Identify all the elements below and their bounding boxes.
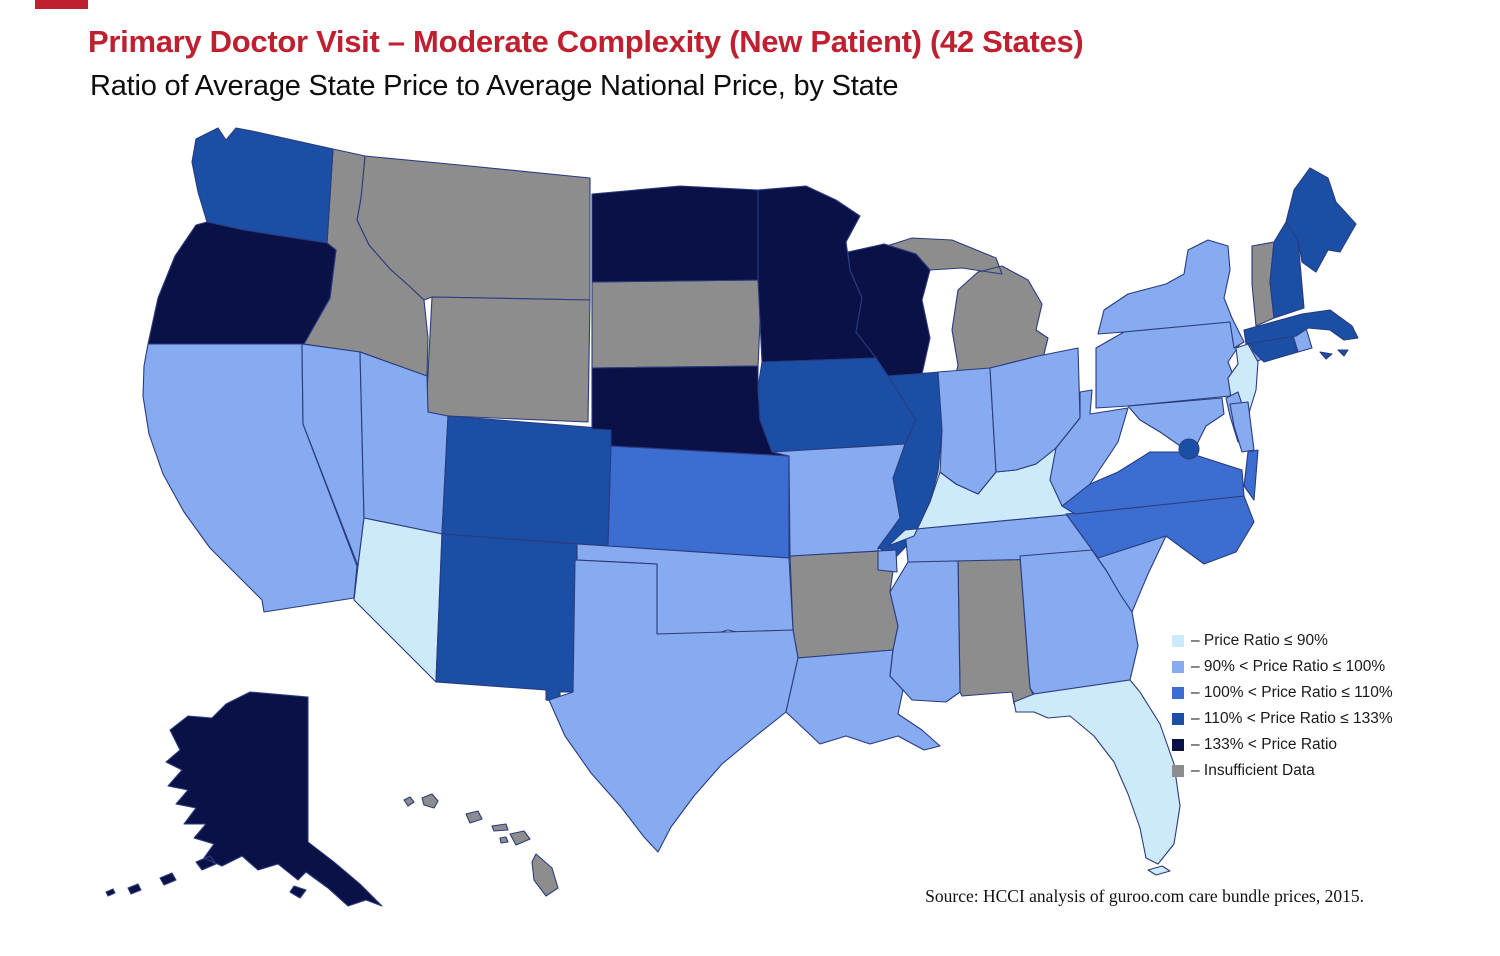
- state-MA: [1243, 309, 1359, 360]
- legend-item-insufficient: – Insufficient Data: [1172, 758, 1393, 784]
- legend-label: – 90% < Price Ratio ≤ 100%: [1191, 658, 1386, 675]
- legend-swatch-icon: [1172, 739, 1184, 751]
- state-NC: [1065, 495, 1255, 565]
- source-note: Source: HCCI analysis of guroo.com care …: [925, 886, 1364, 906]
- state-HI: [403, 793, 559, 897]
- legend-swatch-icon: [1172, 687, 1184, 699]
- legend-swatch-icon: [1172, 713, 1184, 725]
- state-OR: [147, 221, 337, 345]
- state-WY: [425, 296, 591, 423]
- state-ME: [1285, 167, 1357, 273]
- legend-item-under90: – Price Ratio ≤ 90%: [1172, 628, 1393, 654]
- legend-swatch-icon: [1172, 635, 1184, 647]
- state-SD: [591, 279, 763, 369]
- legend-label: – 133% < Price Ratio: [1191, 736, 1338, 753]
- state-KS: [607, 445, 790, 559]
- map-legend: – Price Ratio ≤ 90% – 90% < Price Ratio ≤…: [1172, 628, 1393, 784]
- state-AK: [105, 691, 383, 907]
- legend-item-b100_110: – 100% < Price Ratio ≤ 110%: [1172, 680, 1393, 706]
- legend-label: – Insufficient Data: [1191, 762, 1315, 779]
- legend-label: – Price Ratio ≤ 90%: [1191, 632, 1328, 649]
- legend-item-b90_100: – 90% < Price Ratio ≤ 100%: [1172, 654, 1393, 680]
- district-marker-DC: [1178, 438, 1200, 460]
- legend-item-b110_133: – 110% < Price Ratio ≤ 133%: [1172, 706, 1393, 732]
- legend-swatch-icon: [1172, 661, 1184, 673]
- legend-swatch-icon: [1172, 765, 1184, 777]
- legend-item-over133: – 133% < Price Ratio: [1172, 732, 1393, 758]
- state-FL: [1013, 679, 1181, 876]
- state-NM: [435, 533, 578, 703]
- state-MS: [889, 559, 961, 703]
- state-TX: [548, 559, 799, 853]
- state-CO: [441, 415, 613, 547]
- state-MO: [771, 443, 906, 573]
- state-IN: [937, 367, 997, 495]
- state-AZ: [353, 517, 443, 683]
- page-subtitle: Ratio of Average State Price to Average …: [90, 70, 899, 102]
- red-corner-mark: [35, 0, 88, 9]
- legend-label: – 110% < Price Ratio ≤ 133%: [1191, 710, 1393, 727]
- state-WV: [1049, 389, 1129, 507]
- state-ND: [591, 185, 763, 283]
- legend-label: – 100% < Price Ratio ≤ 110%: [1191, 684, 1393, 701]
- page-title: Primary Doctor Visit – Moderate Complexi…: [88, 24, 1084, 59]
